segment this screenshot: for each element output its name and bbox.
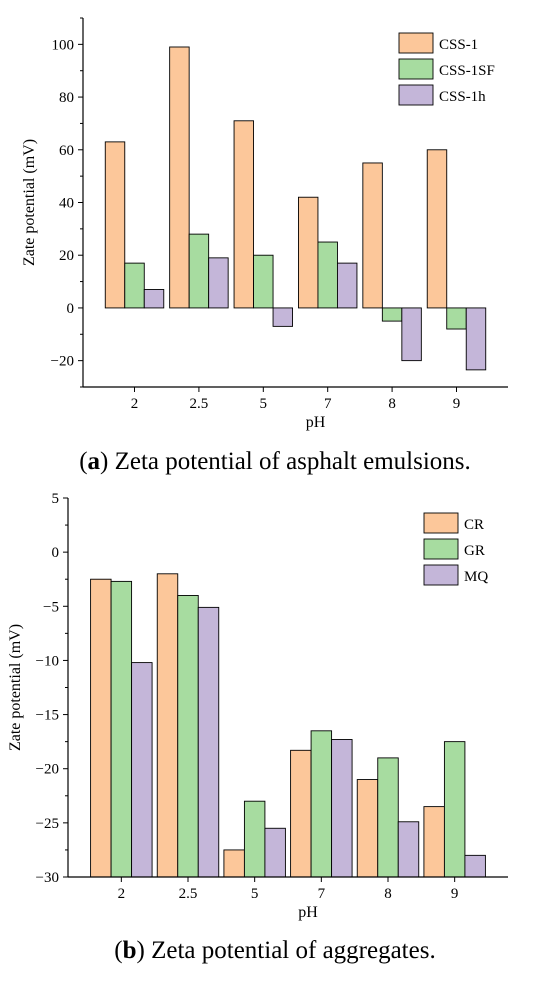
chart-b-bar-MQ-2 [131,662,153,878]
chart-a-bar-CSS-1h-9 [465,307,487,371]
chart-a-legend-label-CSS-1: CSS-1 [439,37,478,53]
chart-a-bar-CSS-1-7 [297,196,319,309]
chart-a-bar-CSS-1SF-8 [381,307,403,322]
chart-a-bar-CSS-1h-2.5 [208,257,229,309]
chart-a-x-tick-label: 9 [453,396,461,412]
chart-b-legend-label-MQ: MQ [464,569,488,585]
chart-b-legend-swatch-CR [423,512,459,534]
chart-a-bar-CSS-1SF-2.5 [188,233,210,309]
chart-a-legend-label-CSS-1SF: CSS-1SF [439,63,495,79]
chart-a-x-tick-label: 7 [324,396,332,412]
chart-b-bar-CR-9 [423,806,445,878]
chart-b-y-tick-label: −10 [36,653,59,669]
chart-b-x-tick-label: 2 [118,886,126,902]
chart-a-bar-CSS-1SF-2 [124,262,145,309]
chart-b-legend-label-CR: CR [464,517,484,533]
chart-b-x-tick-label: 9 [451,886,459,902]
chart-b-bar-CR-7 [290,749,312,878]
chart-b-bar-CR-2.5 [156,573,179,878]
chart-a-bar-CSS-1-8 [362,162,383,309]
chart-b-legend-swatch-GR [423,538,459,560]
chart-a-x-tick-label: 8 [388,396,396,412]
chart-a-y-axis-label: Zate potential (mV) [21,139,38,266]
chart-a-x-tick-label: 5 [260,396,268,412]
chart-b-bar-MQ-8 [397,821,420,878]
chart-b-y-tick-label: 0 [52,545,60,561]
chart-b-bar-CR-8 [356,779,379,878]
chart-b-legend-label-GR: GR [464,543,485,559]
chart-a-bar-CSS-1h-2 [143,289,165,309]
chart-b-y-tick-label: −25 [36,816,59,832]
chart-b-x-axis-label: pH [298,904,318,921]
chart-b-bar-MQ-7 [331,739,353,878]
chart-a-bar-CSS-1h-5 [272,307,294,327]
chart-b-bar-GR-8 [377,757,399,878]
caption-a: (a) Zeta potential of asphalt emulsions. [79,448,471,475]
chart-b-x-tick-label: 2.5 [179,886,198,902]
chart-a-x-tick-label: 2.5 [190,396,209,412]
chart-a-y-tick-label: −20 [51,354,74,370]
chart-a-legend-swatch-CSS-1SF [398,58,434,80]
chart-b-bar-GR-7 [310,730,333,878]
chart-a-legend-label-CSS-1h: CSS-1h [439,89,486,105]
chart-a-bar-CSS-1-2 [104,141,126,309]
chart-b-y-axis-label: Zate potential (mV) [7,624,24,751]
chart-a-legend-swatch-CSS-1h [398,84,434,106]
chart-a-x-axis-label: pH [306,414,326,431]
chart-a-y-tick-label: 80 [59,90,74,106]
chart-a-y-tick-label: 40 [59,196,74,212]
chart-b-y-tick-label: −30 [36,870,59,886]
chart-a-bar-CSS-1SF-9 [446,307,467,330]
chart-a-legend-swatch-CSS-1 [398,32,434,54]
chart-a-x-tick-label: 2 [131,396,139,412]
chart-a-y-tick-label: 0 [67,301,75,317]
chart-b-y-tick-label: 5 [52,491,60,507]
chart-b-bar-CR-5 [223,849,245,878]
chart-a-y-tick-label: 100 [52,37,75,53]
chart-b-bar-GR-2.5 [177,595,199,878]
chart-a-bar-CSS-1-9 [426,149,448,309]
chart-b: 2 2.5 5 7 8 9 −30 −25 −20 −15 −10 −5 0 5 pH Zate potent… [7,491,508,921]
chart-a-bar-CSS-1-5 [233,120,255,309]
chart-a: 2 2.5 5 7 8 9 −20 0 20 40 60 80 100 pH Zate potential … [21,17,508,431]
chart-b-bar-GR-9 [443,741,466,878]
chart-b-bar-CR-2 [90,578,112,878]
chart-b-legend-swatch-MQ [423,564,459,586]
chart-b-bar-MQ-9 [464,854,486,878]
chart-a-bar-CSS-1-2.5 [169,46,190,309]
chart-b-x-tick-label: 7 [318,886,326,902]
chart-a-bar-CSS-1h-7 [336,262,358,309]
chart-b-bar-MQ-2.5 [197,606,220,878]
chart-b-x-tick-label: 5 [251,886,259,902]
chart-a-bar-CSS-1SF-5 [253,254,274,309]
chart-a-bar-CSS-1SF-7 [317,241,338,309]
caption-b: (b) Zeta potential of aggregates. [114,937,436,964]
chart-b-y-tick-label: −20 [36,762,59,778]
chart-b-bar-MQ-5 [264,827,286,878]
chart-a-y-tick-label: 60 [59,143,74,159]
chart-a-bar-CSS-1h-8 [401,307,422,362]
chart-b-y-tick-label: −5 [43,599,59,615]
chart-b-x-tick-label: 8 [384,886,392,902]
chart-b-bar-GR-2 [110,580,133,878]
chart-b-y-tick-label: −15 [36,708,59,724]
chart-b-bar-GR-5 [243,800,266,878]
chart-a-y-tick-label: 20 [59,248,74,264]
